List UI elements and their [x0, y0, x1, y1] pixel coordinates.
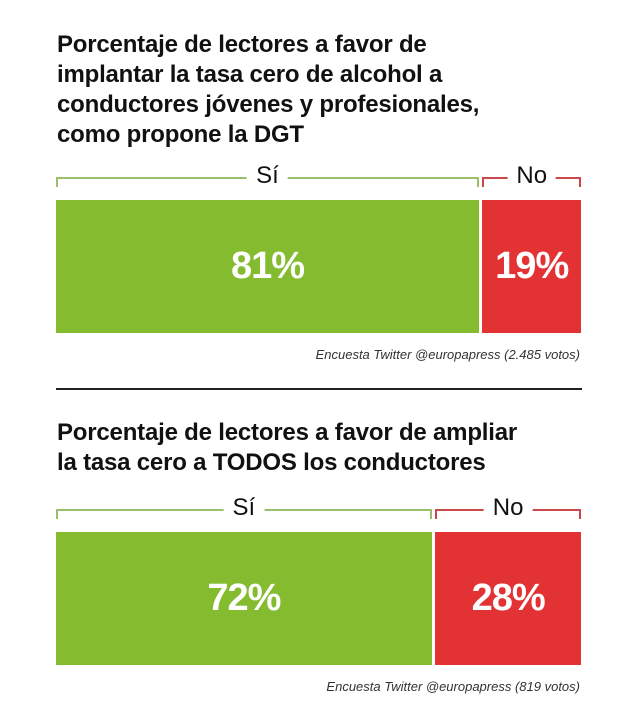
data-label: 72% — [207, 577, 281, 619]
bar-segment-si: 81% — [56, 200, 479, 333]
category-label: No — [507, 161, 557, 191]
data-label: 19% — [495, 245, 569, 287]
bar-segment-no: 28% — [434, 532, 582, 665]
bar-segment-no: 19% — [481, 200, 582, 333]
chart-2: Sí 72% No 28% Encuesta Twitter @europapress … — [56, 493, 582, 709]
data-label: 81% — [230, 245, 305, 287]
title-line: Porcentaje de lectores a favor de amplia… — [57, 419, 517, 446]
title-line: Porcentaje de lectores a favor de — [57, 31, 427, 58]
title-line: implantar la tasa cero de alcohol a — [57, 61, 443, 88]
divider — [56, 388, 582, 390]
category-label: Sí — [223, 493, 265, 523]
category-label: No — [483, 493, 533, 523]
title-line: conductores jóvenes y profesionales, — [57, 91, 480, 118]
title-line: como propone la DGT — [57, 121, 304, 148]
source-caption: Encuesta Twitter @europapress (819 votos… — [326, 679, 580, 694]
bar-segment-si: 72% — [56, 532, 432, 665]
chart-2-title: Porcentaje de lectores a favor de amplia… — [57, 418, 617, 478]
chart-1: Sí 81% No 19% Encuesta Twitter @europapress … — [56, 161, 582, 377]
category-label: Sí — [247, 161, 288, 191]
source-caption: Encuesta Twitter @europapress (2.485 vot… — [315, 347, 580, 362]
chart-1-title: Porcentaje de lectores a favor de implan… — [57, 30, 617, 150]
title-line: la tasa cero a TODOS los conductores — [57, 449, 486, 476]
data-label: 28% — [471, 577, 546, 619]
